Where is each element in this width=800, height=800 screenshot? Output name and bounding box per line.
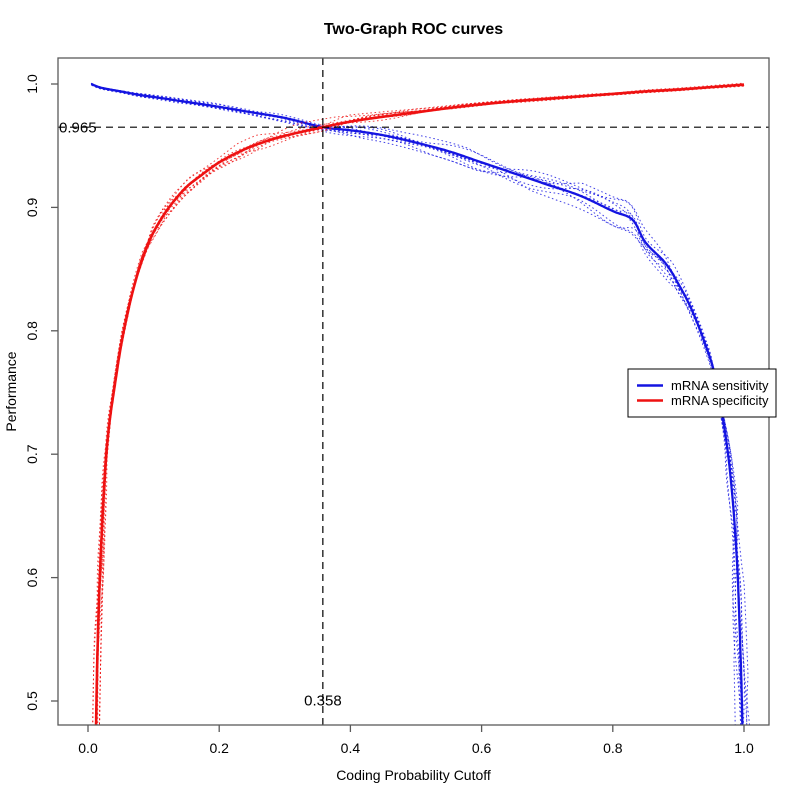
y-axis-title: Performance <box>3 351 19 431</box>
legend-box <box>627 368 777 418</box>
legend-label-sensitivity: mRNA sensitivity <box>671 378 769 393</box>
y-tick-label: 0.7 <box>24 444 40 464</box>
x-tick-label: 1.0 <box>734 740 754 756</box>
axes: 0.0 0.2 0.4 0.6 0.8 1.0 0.5 0.6 0.7 0.8 0.9 1.0 <box>24 74 754 756</box>
curve-layer <box>90 82 750 725</box>
y-tick-label: 0.9 <box>24 197 40 217</box>
cutoff-threshold-label: 0.358 <box>304 693 342 710</box>
x-tick-label: 0.0 <box>78 740 98 756</box>
x-tick-label: 0.4 <box>341 740 361 756</box>
legend-label-specificity: mRNA specificity <box>671 393 769 408</box>
specificity-curve <box>94 83 745 725</box>
x-tick-label: 0.8 <box>603 740 623 756</box>
y-tick-label: 1.0 <box>24 74 40 94</box>
y-tick-label: 0.8 <box>24 321 40 341</box>
performance-threshold-label: 0.965 <box>59 120 97 137</box>
sensitivity-replicate-curve <box>91 83 748 725</box>
x-tick-label: 0.2 <box>209 740 229 756</box>
chart-title: Two-Graph ROC curves <box>324 21 503 38</box>
x-tick-label: 0.6 <box>472 740 492 756</box>
specificity-replicate-curve <box>99 85 745 725</box>
sensitivity-curve <box>90 82 744 725</box>
y-tick-label: 0.6 <box>24 568 40 588</box>
y-tick-label: 0.5 <box>24 691 40 711</box>
x-axis-title: Coding Probability Cutoff <box>336 767 491 783</box>
